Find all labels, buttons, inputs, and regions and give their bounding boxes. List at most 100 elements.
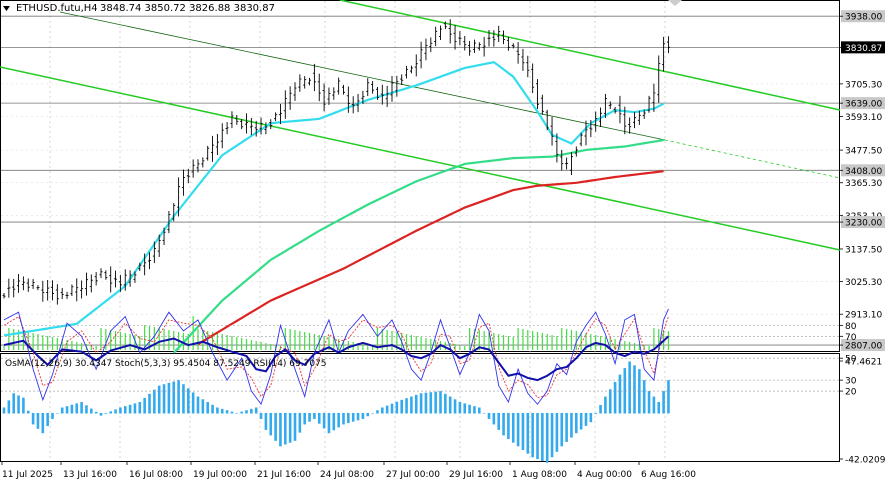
osma-bar: [356, 412, 360, 421]
osma-bar: [235, 412, 239, 414]
osma-bar: [284, 412, 287, 445]
time-label-9: 4 Aug 00:00: [577, 470, 632, 480]
volume-bar: [71, 341, 73, 350]
volume-bar: [47, 336, 49, 350]
price-tag-bg-0: [841, 10, 885, 23]
price-label-12: 2913.10: [845, 311, 882, 321]
volume-bar: [357, 343, 359, 350]
time-label-5: 24 Jul 08:00: [320, 470, 374, 480]
osma-bar: [60, 407, 64, 414]
volume-bar: [90, 345, 92, 350]
volume-bar: [624, 341, 626, 350]
osma-bar: [157, 385, 161, 414]
osma-bar: [492, 412, 496, 425]
volume-bar: [226, 335, 228, 350]
volume-bar: [289, 329, 291, 350]
osma-bar: [36, 412, 40, 429]
osma-bar: [618, 374, 622, 414]
volume-bar: [532, 331, 534, 350]
volume-bar: [245, 339, 248, 350]
osma-bar: [191, 392, 195, 414]
volume-bar: [551, 335, 553, 350]
osma-bar: [608, 389, 612, 414]
volume-bar: [546, 334, 548, 350]
indicator-label-3: 50: [845, 355, 857, 365]
volume-bar: [328, 337, 330, 350]
osma-bar: [216, 407, 219, 414]
osma-bar: [570, 412, 573, 438]
osma-bar: [594, 412, 597, 414]
indicator-label-1: 80: [845, 322, 857, 332]
osma-bar: [361, 412, 365, 419]
osma-bar: [153, 389, 156, 414]
osma-bar: [468, 404, 471, 414]
osma-bar: [439, 391, 442, 414]
volume-bar: [454, 344, 456, 350]
time-label-0: 11 Jul 2025: [2, 470, 53, 480]
price-label-11: 3025.30: [845, 278, 882, 288]
osma-bar: [128, 404, 132, 414]
volume-bar: [95, 346, 97, 350]
osma-bar: [613, 381, 617, 414]
time-label-10: 6 Aug 16:00: [641, 470, 696, 480]
volume-bar: [153, 327, 155, 350]
volume-bar: [386, 330, 388, 350]
volume-bar: [488, 332, 490, 350]
volume-bar: [211, 332, 214, 350]
dropdown-arrow-icon[interactable]: [3, 6, 10, 11]
volume-bar: [464, 346, 466, 350]
main-panel[interactable]: [0, 0, 840, 352]
volume-bar: [444, 342, 446, 350]
price-tag-bg-13: [841, 339, 885, 352]
osma-bar: [400, 399, 403, 414]
volume-bar: [32, 333, 34, 350]
one-click-trading-icon[interactable]: [668, 0, 682, 6]
volume-bar: [541, 333, 543, 350]
volume-bar: [527, 330, 529, 350]
osma-bar: [667, 380, 670, 414]
osma-bar: [502, 412, 505, 436]
osma-bar: [395, 401, 399, 414]
volume-bar: [648, 346, 650, 350]
osma-bar: [444, 393, 447, 414]
price-label-6: 3408.00: [845, 167, 882, 177]
volume-bar: [478, 330, 480, 350]
osma-bar: [381, 407, 384, 414]
osma-bar: [560, 412, 564, 447]
volume-bar: [250, 340, 252, 350]
osma-bar: [652, 396, 656, 414]
volume-bar: [51, 337, 54, 350]
volume-bar: [493, 333, 495, 350]
osma-bar: [70, 404, 74, 414]
volume-bar: [347, 341, 349, 350]
osma-bar: [46, 412, 49, 427]
ohlc-readout: 3848.74 3850.72 3826.88 3830.87: [100, 3, 275, 14]
osma-bar: [22, 397, 25, 414]
osma-bar: [662, 391, 665, 414]
volume-bar: [158, 328, 160, 350]
volume-bar: [638, 344, 640, 350]
osma-bar: [177, 380, 180, 414]
ma-green-line: [172, 138, 664, 354]
osma-bar: [187, 388, 190, 414]
osma-bar: [230, 411, 234, 414]
volume-bar: [653, 328, 655, 350]
osma-bar: [211, 404, 214, 414]
osma-bar: [541, 412, 544, 461]
osma-bar: [405, 398, 408, 414]
time-label-3: 19 Jul 00:00: [193, 470, 247, 480]
price-label-9: 3230.00: [845, 219, 882, 229]
osma-bar: [51, 412, 54, 419]
volume-bar: [313, 334, 315, 350]
volume-bar: [270, 344, 272, 350]
volume-bar: [119, 332, 121, 350]
indicator-lines: [1, 308, 839, 406]
osma-bar: [599, 404, 602, 414]
volume-bar: [221, 334, 223, 350]
osma-bar: [7, 400, 11, 414]
volume-bar: [643, 345, 645, 350]
volume-bar: [76, 342, 78, 350]
osma-bar: [536, 412, 539, 460]
volume-bar: [575, 331, 577, 350]
